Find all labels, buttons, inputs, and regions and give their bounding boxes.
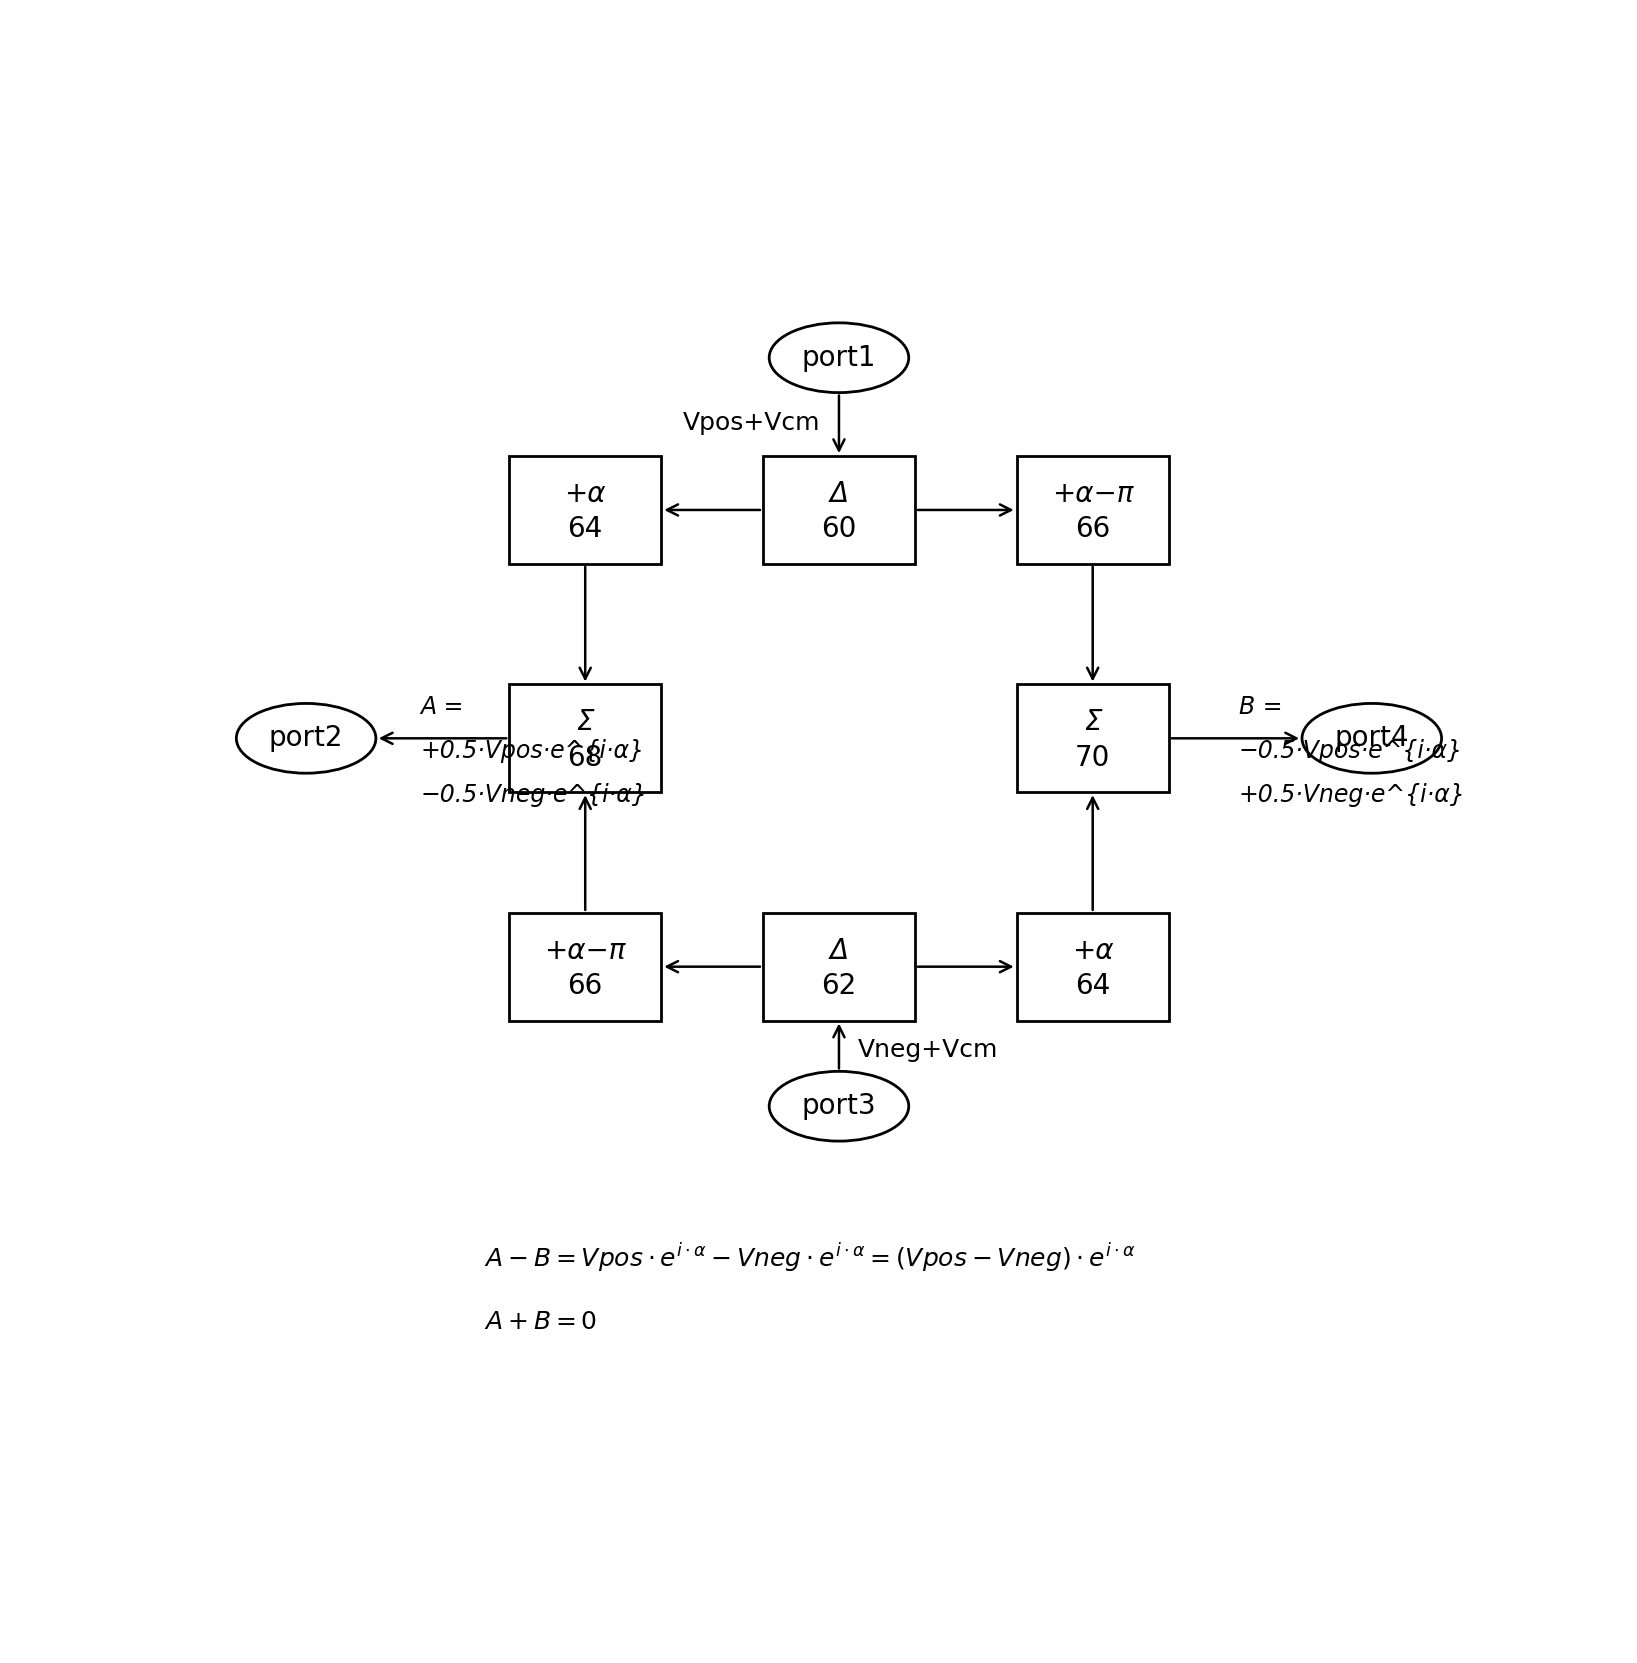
Ellipse shape [769,1071,909,1141]
Text: Δ: Δ [830,936,848,965]
Text: Vpos+Vcm: Vpos+Vcm [683,411,820,436]
Bar [1017,456,1169,564]
Text: Δ: Δ [830,481,848,507]
Text: A =: A = [421,695,463,718]
Bar [763,913,915,1021]
Text: +0.5·Vpos·e^{i·α}: +0.5·Vpos·e^{i·α} [421,738,645,763]
Bar [509,685,661,792]
Text: 64: 64 [568,516,602,544]
Bar [763,456,915,564]
Text: 64: 64 [1076,973,1110,999]
Text: $A+B=0$: $A+B=0$ [485,1310,598,1334]
Text: −0.5·Vpos·e^{i·α}: −0.5·Vpos·e^{i·α} [1239,738,1463,763]
Bar [509,456,661,564]
Ellipse shape [236,703,377,773]
Text: 68: 68 [568,743,602,772]
Ellipse shape [1301,703,1442,773]
Bar [1017,913,1169,1021]
Text: 62: 62 [822,973,856,999]
Text: 60: 60 [822,516,856,544]
Text: Σ: Σ [1084,708,1102,737]
Text: +α−π: +α−π [545,936,625,965]
Text: 66: 66 [1076,516,1110,544]
Text: 66: 66 [568,973,602,999]
Text: Vneg+Vcm: Vneg+Vcm [858,1038,999,1063]
Text: B =: B = [1239,695,1282,718]
Bar [509,913,661,1021]
Text: port1: port1 [802,344,876,373]
Text: port3: port3 [802,1093,876,1121]
Bar [1017,685,1169,792]
Text: +α: +α [565,481,606,507]
Ellipse shape [769,323,909,392]
Text: −0.5·Vneg·e^{i·α}: −0.5·Vneg·e^{i·α} [421,783,647,808]
Text: 70: 70 [1076,743,1110,772]
Text: +α−π: +α−π [1053,481,1133,507]
Text: Σ: Σ [576,708,594,737]
Text: +0.5·Vneg·e^{i·α}: +0.5·Vneg·e^{i·α} [1239,783,1465,808]
Text: port4: port4 [1334,725,1409,752]
Text: +α: +α [1072,936,1113,965]
Text: $A-B=Vpos \cdot e^{i \cdot \alpha}-Vneg \cdot e^{i \cdot \alpha}=(Vpos-Vneg) \cd: $A-B=Vpos \cdot e^{i \cdot \alpha}-Vneg … [485,1242,1136,1276]
Text: port2: port2 [268,725,344,752]
